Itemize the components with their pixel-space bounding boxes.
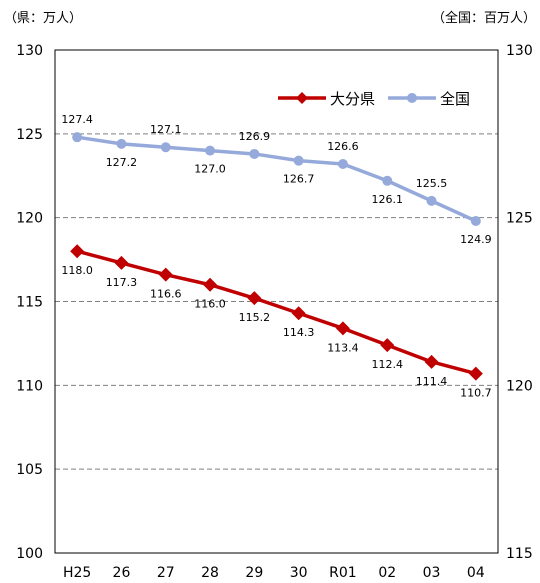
x-tick-label: 04 (467, 565, 485, 581)
data-point (249, 148, 260, 159)
data-label: 126.7 (283, 173, 315, 186)
data-label: 126.9 (239, 130, 271, 143)
left-tick-label: 115 (16, 295, 43, 311)
x-tick-label: H25 (63, 565, 91, 581)
left-tick-label: 120 (16, 211, 43, 227)
right-tick-label: 115 (506, 546, 533, 562)
left-tick-label: 130 (16, 43, 43, 59)
data-point (382, 175, 393, 186)
x-tick-label: 03 (423, 565, 441, 581)
series-group: 118.0 117.3 116.6 116.0 115.2 114.3 113.4 112.4… (61, 113, 491, 399)
legend-label: 大分県 (330, 90, 375, 108)
data-point (470, 216, 481, 227)
plot-area-border (54, 49, 499, 554)
data-point (203, 277, 218, 292)
data-point (335, 321, 350, 336)
x-axis-ticks: H25 26 27 28 29 30 R01 02 03 04 (63, 565, 485, 581)
data-label: 116.0 (194, 298, 226, 311)
data-label: 114.3 (283, 326, 315, 339)
x-tick-label: 26 (113, 565, 131, 581)
data-point (70, 244, 85, 259)
left-tick-label: 100 (16, 546, 43, 562)
left-axis-ticks: 100 105 110 115 120 125 130 (16, 43, 43, 562)
x-tick-label: 02 (378, 565, 396, 581)
data-label: 110.7 (460, 387, 492, 400)
legend-marker (407, 93, 417, 103)
right-tick-label: 120 (506, 378, 533, 394)
data-label: 126.6 (327, 140, 359, 153)
data-point (247, 291, 262, 306)
series-line-0 (76, 249, 477, 376)
data-point (468, 366, 483, 381)
data-point (291, 306, 306, 321)
data-point (205, 145, 216, 156)
data-label: 125.5 (416, 177, 448, 190)
right-axis-ticks: 115 120 125 130 (506, 43, 533, 562)
legend: 大分県 全国 (278, 90, 470, 108)
data-label: 111.4 (416, 375, 448, 388)
data-point (293, 155, 304, 166)
right-axis-unit-label: （全国：百万人） (432, 10, 536, 26)
data-label: 126.1 (372, 193, 404, 206)
left-tick-label: 110 (16, 378, 43, 394)
right-tick-label: 125 (506, 211, 533, 227)
data-label: 124.9 (460, 233, 492, 246)
data-point (160, 142, 171, 153)
data-label: 127.4 (61, 113, 93, 126)
x-tick-label: R01 (329, 565, 357, 581)
data-label: 116.6 (150, 288, 182, 301)
x-tick-label: 27 (157, 565, 175, 581)
data-label: 118.0 (61, 264, 93, 277)
data-label: 117.3 (106, 276, 138, 289)
data-point (116, 138, 127, 149)
x-tick-label: 29 (245, 565, 263, 581)
data-point (114, 255, 129, 270)
legend-marker (296, 92, 308, 104)
right-tick-label: 130 (506, 43, 533, 59)
data-point (337, 159, 348, 170)
data-label: 127.2 (106, 156, 138, 169)
data-label: 115.2 (239, 311, 271, 324)
data-label: 127.1 (150, 123, 182, 136)
data-point (72, 132, 83, 143)
series-line-1 (76, 135, 477, 223)
x-tick-label: 30 (290, 565, 308, 581)
data-point (424, 354, 439, 369)
data-point (380, 338, 395, 353)
left-tick-label: 105 (16, 462, 43, 478)
data-label: 113.4 (327, 341, 359, 354)
x-tick-label: 28 (201, 565, 219, 581)
data-label: 127.0 (194, 163, 226, 176)
data-label: 112.4 (372, 358, 404, 371)
data-point (426, 195, 437, 206)
legend-label: 全国 (440, 90, 470, 108)
data-point (158, 267, 173, 282)
grid-lines (55, 133, 498, 470)
left-axis-unit-label: （県：万人） (4, 11, 82, 26)
left-tick-label: 125 (16, 127, 43, 143)
